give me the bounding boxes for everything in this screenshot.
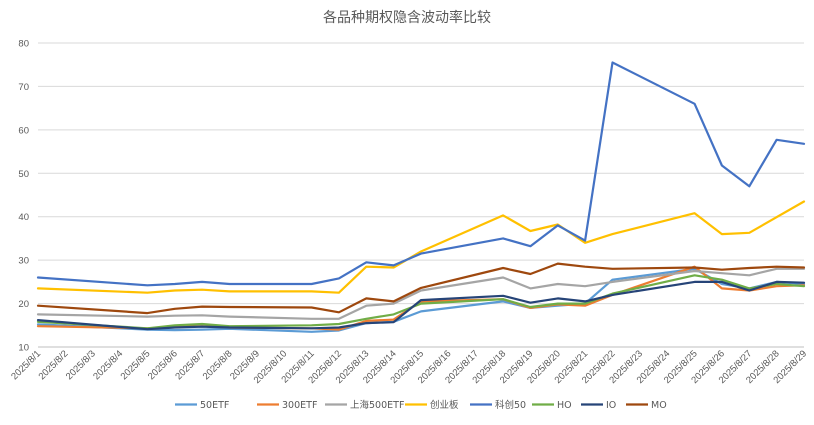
legend-label: 创业板 bbox=[430, 399, 459, 411]
legend-label: IO bbox=[606, 400, 616, 411]
x-axis-ticks: 2025/8/12025/8/22025/8/32025/8/42025/8/5… bbox=[9, 348, 809, 386]
y-tick-label: 20 bbox=[18, 299, 29, 310]
series-line-HO bbox=[36, 274, 806, 330]
legend-label: 上海500ETF bbox=[350, 399, 404, 411]
y-tick-label: 80 bbox=[18, 39, 29, 50]
y-axis-ticks: 10 20 30 40 50 60 70 80 bbox=[18, 39, 29, 354]
series-line-IO bbox=[36, 280, 806, 331]
chart-title: 各品种期权隐含波动率比较 bbox=[323, 9, 491, 26]
legend-label: MO bbox=[651, 400, 667, 411]
legend-label: 300ETF bbox=[282, 400, 317, 411]
y-tick-label: 60 bbox=[18, 125, 29, 136]
series-line-MO bbox=[36, 262, 806, 315]
y-tick-label: 10 bbox=[18, 343, 29, 354]
series-line-上海500ETF bbox=[36, 267, 806, 320]
legend-label: 50ETF bbox=[200, 400, 229, 411]
series-line-创业板 bbox=[36, 200, 806, 294]
y-tick-label: 70 bbox=[18, 82, 29, 93]
gridlines bbox=[38, 42, 804, 348]
legend: 50ETF 300ETF 上海500ETF 创业板 科创50 HO IO MO bbox=[175, 399, 667, 411]
series-line-科创50 bbox=[36, 61, 806, 287]
y-tick-label: 30 bbox=[18, 256, 29, 267]
legend-label: 科创50 bbox=[495, 399, 526, 411]
y-tick-label: 40 bbox=[18, 212, 29, 223]
series-lines bbox=[36, 61, 806, 333]
y-tick-label: 50 bbox=[18, 169, 29, 180]
legend-label: HO bbox=[557, 400, 572, 411]
